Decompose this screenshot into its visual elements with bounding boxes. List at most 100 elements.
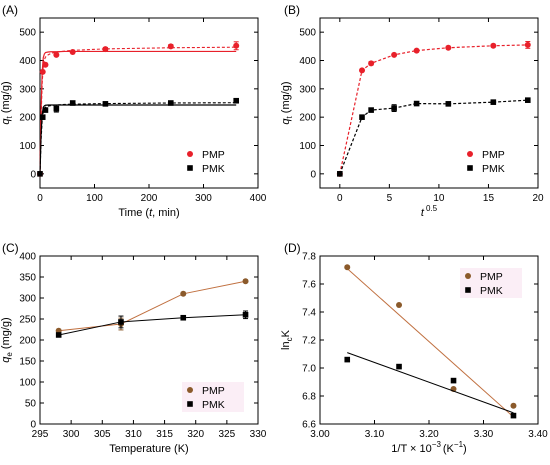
data-point: [490, 42, 497, 49]
legend-entry: PMP: [202, 149, 225, 161]
x-tick-label: 3.30: [474, 429, 494, 440]
legend-entry: PMK: [202, 163, 225, 175]
series-pmp: [344, 264, 517, 418]
data-point: [490, 99, 497, 105]
y-axis-label: qt (mg/g): [280, 81, 294, 124]
y-tick-label: 100: [19, 141, 36, 152]
y-axis-label: lncK: [280, 329, 294, 350]
data-point: [42, 107, 49, 113]
series-pmk: [344, 352, 517, 419]
x-tick-label: 310: [125, 429, 142, 440]
plot-frame: [319, 17, 539, 189]
legend-marker-circle: [467, 151, 473, 157]
y-tick-label: 100: [299, 141, 316, 152]
y-tick-label: 7.4: [302, 308, 316, 319]
data-point: [359, 67, 366, 74]
x-tick-label: 3.10: [365, 429, 385, 440]
data-point: [69, 49, 76, 55]
y-tick-label: 500: [19, 28, 36, 39]
data-point: [510, 402, 517, 409]
y-tick-label: 150: [19, 357, 36, 368]
legend: PMP PMK: [467, 149, 505, 175]
panel-a: (A) 0 100 200 300 400 0 100 200 300 400 500 Time (t,…: [0, 3, 267, 219]
y-tick-label: 0: [30, 420, 36, 431]
y-tick-label: 0: [310, 169, 316, 180]
legend-marker-square: [465, 287, 471, 293]
data-point: [445, 101, 452, 107]
y-tick-label: 300: [299, 84, 316, 95]
data-point: [233, 97, 239, 104]
panel-label: (B): [284, 3, 300, 17]
series-pmk: [337, 97, 531, 177]
data-point: [180, 314, 187, 321]
fit-line: [346, 268, 514, 418]
x-tick-label: 0: [37, 193, 43, 204]
y-tick-label: 350: [19, 273, 36, 284]
x-tick-label: 330: [250, 429, 267, 440]
legend-background: [460, 268, 522, 298]
y-tick-label: 400: [19, 56, 36, 67]
data-point: [37, 171, 43, 177]
x-axis-label: t 0.5: [421, 204, 438, 219]
y-tick-label: 6.8: [302, 392, 316, 403]
data-point: [167, 43, 174, 50]
data-point: [337, 171, 343, 177]
x-tick-label: 300: [195, 193, 212, 204]
legend-marker-square: [467, 165, 473, 171]
x-tick-label: 100: [86, 193, 103, 204]
data-point: [413, 100, 420, 107]
data-point: [368, 60, 375, 67]
x-axis-label: 1/T × 10−3 (K−1): [391, 440, 466, 455]
x-axis-label: Time (t, min): [118, 207, 179, 219]
y-tick-label: 6.6: [302, 420, 316, 431]
x-tick-label: 295: [32, 429, 49, 440]
legend: PMP PMK: [182, 382, 244, 412]
data-point: [524, 41, 531, 48]
y-tick-label: 400: [299, 56, 316, 67]
data-point: [180, 290, 187, 297]
data-point: [445, 44, 452, 51]
y-tick-label: 50: [25, 399, 37, 410]
y-tick-label: 250: [19, 315, 36, 326]
y-tick-label: 200: [19, 113, 36, 124]
data-point: [396, 302, 403, 308]
data-point: [510, 412, 517, 419]
data-point: [69, 100, 76, 106]
data-point: [391, 51, 398, 58]
data-point: [42, 61, 49, 68]
legend-marker-square: [187, 165, 193, 171]
series-line: [58, 280, 246, 332]
data-point: [39, 68, 46, 75]
panel-d: (D) 3.00 3.10 3.20 3.30 3.40 6.6 6.8 7.0 7.2 7.4 7.…: [280, 241, 548, 455]
legend-marker-circle: [187, 151, 193, 157]
y-tick-label: 200: [299, 113, 316, 124]
x-tick-label: 200: [141, 193, 158, 204]
data-point: [233, 42, 240, 49]
y-axis-label: qt (mg/g): [0, 81, 14, 124]
legend-entry: PMP: [482, 149, 505, 161]
data-point: [242, 278, 249, 285]
data-point: [118, 319, 124, 325]
data-point: [55, 332, 62, 338]
legend-marker-circle: [465, 273, 471, 279]
fit-curve-dashed: [39, 46, 237, 174]
y-tick-label: 200: [19, 336, 36, 347]
data-point: [102, 46, 109, 53]
y-tick-label: 0: [30, 169, 36, 180]
legend-entry: PMK: [202, 399, 225, 411]
x-tick-label: 3.00: [310, 429, 330, 440]
x-tick-label: 325: [219, 429, 236, 440]
data-point: [396, 363, 402, 370]
legend-entry: PMP: [202, 385, 225, 397]
series-pmp: [37, 41, 240, 177]
legend-entry: PMK: [480, 285, 503, 297]
series-pmk: [55, 310, 249, 338]
x-axis-label: Temperature (K): [109, 443, 188, 455]
y-tick-label: 300: [19, 84, 36, 95]
legend-entry: PMK: [482, 163, 505, 175]
y-axis-label: qe (mg/g): [0, 317, 14, 362]
data-point: [102, 101, 109, 107]
x-tick-label: 300: [63, 429, 80, 440]
data-point: [39, 114, 46, 120]
